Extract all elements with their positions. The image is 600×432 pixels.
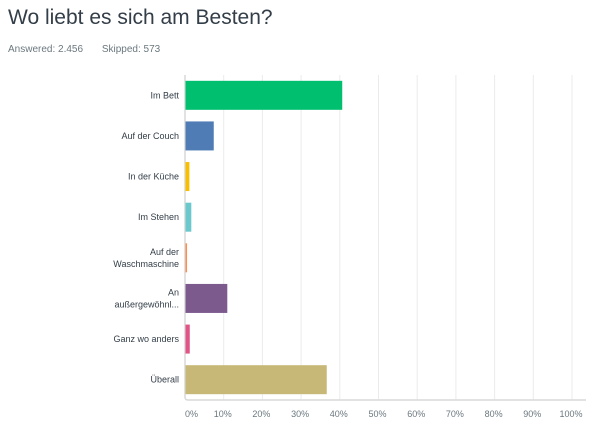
category-label: Auf der Couch [121,131,179,141]
category-label-line: Auf der Couch [121,131,179,141]
category-label-line: An [168,287,179,297]
question-title: Wo liebt es sich am Besten? [8,6,273,29]
category-label-line: Ganz wo anders [113,334,179,344]
bar [185,365,327,395]
category-label: Überall [150,375,179,385]
axis-line [184,75,586,401]
x-tick-label: 70% [446,409,464,419]
bar [185,243,188,273]
bar [185,80,343,110]
category-label: In der Küche [128,172,179,182]
category-label-line: außergewöhnl... [114,299,179,309]
category-label-line: In der Küche [128,172,179,182]
bar [185,121,214,151]
category-label-line: Im Stehen [138,212,179,222]
category-label-line: Auf der [150,247,179,257]
x-tick-label: 50% [368,409,386,419]
x-tick-label: 80% [485,409,503,419]
answered-count: Answered: 2.456 [8,44,84,55]
skipped-count: Skipped: 573 [101,44,161,55]
x-tick-label: 60% [407,409,425,419]
category-label-line: Im Bett [150,90,179,100]
x-tick-label: 30% [291,409,309,419]
x-tick-label: 100% [559,409,582,419]
x-tick-label: 0% [185,409,198,419]
category-label: Auf der Waschmaschine [113,247,179,269]
category-label: Im Stehen [138,212,179,222]
bar [185,162,190,192]
bar [185,202,192,232]
category-label: An außergewöhnl... [114,287,179,309]
x-tick-label: 40% [330,409,348,419]
category-label-line: Waschmaschine [113,259,179,269]
x-tick-label: 90% [523,409,541,419]
x-tick-label: 10% [214,409,232,419]
response-stats: Answered: 2.456 Skipped: 573 [8,44,176,55]
category-label-line: Überall [150,375,179,385]
bar [185,283,228,313]
category-label: Ganz wo anders [113,334,179,344]
x-tick-label: 20% [252,409,270,419]
category-label: Im Bett [150,90,179,100]
bar [185,324,190,354]
